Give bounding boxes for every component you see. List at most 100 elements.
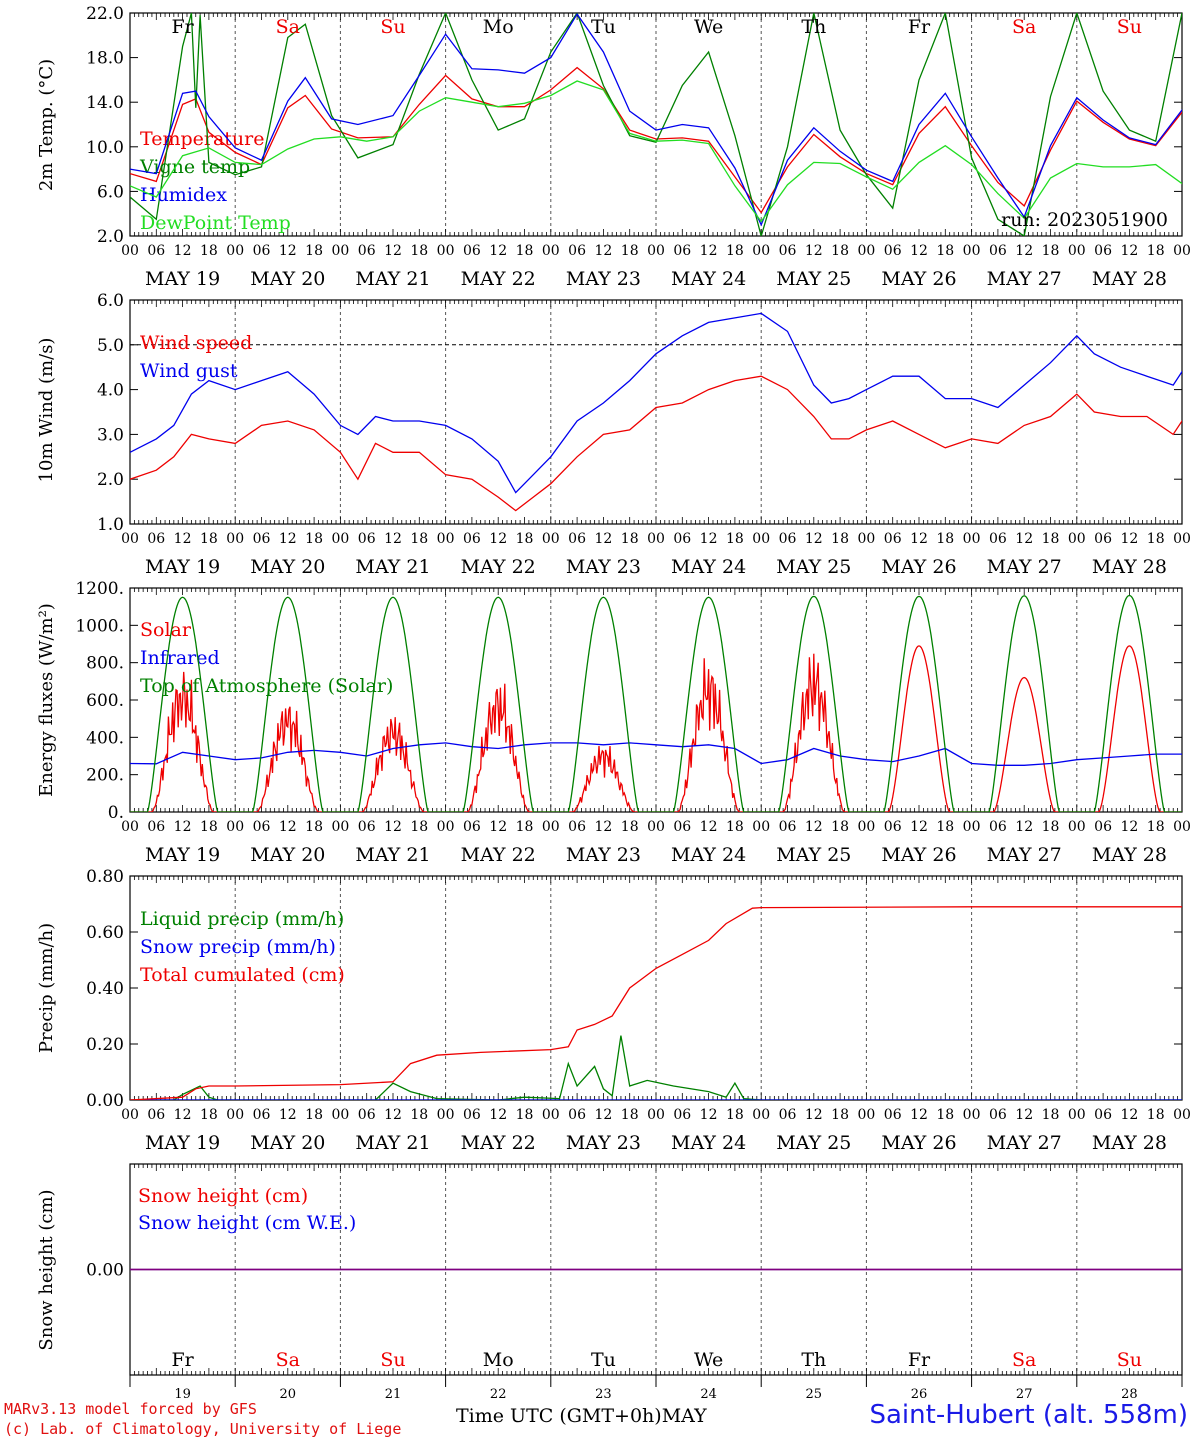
- weekday-label-bottom: Fr: [908, 1349, 931, 1371]
- hour-tick-label: 00: [1173, 243, 1191, 259]
- day-number-label: 20: [280, 1387, 297, 1402]
- hour-tick-label: 12: [594, 531, 612, 547]
- y-tick-label-wind: 5.0: [97, 336, 124, 356]
- y-axis-label-energy: Energy fluxes (W/m²): [36, 603, 57, 797]
- date-label: MAY 20: [250, 1132, 325, 1154]
- y-tick-label-temperature: 2.0: [97, 227, 124, 247]
- date-label: MAY 25: [776, 556, 851, 578]
- hour-tick-label: 06: [1094, 531, 1112, 547]
- hour-tick-label: 00: [542, 243, 560, 259]
- y-tick-label-energy: 400.: [86, 728, 124, 748]
- hour-tick-label: 06: [147, 1107, 165, 1123]
- y-tick-label-precip: 0.00: [86, 1091, 124, 1111]
- hour-tick-label: 06: [147, 531, 165, 547]
- hour-tick-label: 18: [936, 819, 954, 835]
- hour-tick-label: 06: [568, 531, 586, 547]
- hour-tick-label: 18: [516, 819, 534, 835]
- hour-tick-label: 18: [1147, 819, 1165, 835]
- hour-tick-label: 12: [384, 531, 402, 547]
- hour-tick-label: 12: [700, 243, 718, 259]
- date-label: MAY 28: [1092, 844, 1167, 866]
- run-annotation: run: 2023051900: [1001, 209, 1168, 231]
- hour-tick-label: 18: [936, 243, 954, 259]
- hour-tick-label: 06: [253, 243, 271, 259]
- hour-tick-label: 12: [700, 819, 718, 835]
- hour-tick-label: 12: [489, 243, 507, 259]
- weekday-label-bottom: Sa: [276, 1349, 300, 1371]
- hour-tick-label: 18: [1042, 1107, 1060, 1123]
- date-label: MAY 23: [566, 556, 641, 578]
- hour-tick-label: 12: [279, 243, 297, 259]
- hour-tick-label: 00: [226, 531, 244, 547]
- hour-tick-label: 00: [331, 1107, 349, 1123]
- y-axis-label-snow: Snow height (cm): [36, 1189, 57, 1350]
- hour-tick-label: 06: [463, 1107, 481, 1123]
- date-label: MAY 24: [671, 844, 746, 866]
- date-label: MAY 20: [250, 844, 325, 866]
- weekday-label-top: We: [694, 16, 723, 38]
- day-number-label: 22: [490, 1387, 507, 1402]
- hour-tick-label: 12: [1120, 243, 1138, 259]
- hour-tick-label: 12: [700, 1107, 718, 1123]
- hour-tick-label: 18: [410, 243, 428, 259]
- legend-entry-precip: Snow precip (mm/h): [140, 936, 336, 958]
- y-axis-label-temperature: 2m Temp. (°C): [36, 59, 57, 191]
- hour-tick-label: 12: [384, 1107, 402, 1123]
- legend-entry-temperature: Vigne temp: [139, 156, 250, 178]
- hour-tick-label: 12: [805, 1107, 823, 1123]
- legend-entry-temperature: Temperature: [140, 128, 264, 150]
- date-label: MAY 20: [250, 268, 325, 290]
- series-line-precip-0: [130, 1035, 1182, 1100]
- hour-tick-label: 18: [1042, 243, 1060, 259]
- hour-tick-label: 00: [647, 531, 665, 547]
- y-tick-label-precip: 0.60: [86, 923, 124, 943]
- legend-entry-energy: Infrared: [140, 647, 220, 669]
- y-tick-label-temperature: 14.0: [86, 93, 124, 113]
- hour-tick-label: 18: [936, 531, 954, 547]
- day-number-label: 27: [1016, 1387, 1033, 1402]
- hour-tick-label: 12: [1015, 819, 1033, 835]
- hour-tick-label: 00: [647, 1107, 665, 1123]
- panel-frame-temperature: [129, 12, 1183, 237]
- hour-tick-label: 12: [910, 1107, 928, 1123]
- hour-tick-label: 12: [1015, 531, 1033, 547]
- hour-tick-label: 18: [831, 243, 849, 259]
- hour-tick-label: 06: [358, 531, 376, 547]
- date-label: MAY 26: [881, 1132, 956, 1154]
- hour-tick-label: 18: [1042, 819, 1060, 835]
- y-tick-label-temperature: 10.0: [86, 138, 124, 158]
- hour-tick-label: 18: [516, 1107, 534, 1123]
- hour-tick-label: 18: [726, 243, 744, 259]
- y-tick-label-wind: 6.0: [97, 291, 124, 311]
- y-tick-label-wind: 1.0: [97, 515, 124, 535]
- model-credit-line: MARv3.13 model forced by GFS: [4, 1400, 257, 1418]
- legend-entry-snow: Snow height (cm W.E.): [138, 1212, 356, 1234]
- date-label: MAY 28: [1092, 556, 1167, 578]
- date-label: MAY 28: [1092, 1132, 1167, 1154]
- hour-tick-label: 00: [752, 819, 770, 835]
- hour-tick-label: 06: [884, 243, 902, 259]
- hour-tick-label: 00: [437, 1107, 455, 1123]
- hour-tick-label: 06: [147, 243, 165, 259]
- hour-tick-label: 18: [726, 819, 744, 835]
- hour-tick-label: 06: [884, 1107, 902, 1123]
- hour-tick-label: 06: [358, 819, 376, 835]
- date-label: MAY 27: [987, 556, 1062, 578]
- weekday-label-top: Sa: [276, 16, 300, 38]
- y-tick-label-snow: 0.00: [86, 1261, 124, 1281]
- weekday-label-bottom: Mo: [483, 1349, 514, 1371]
- hour-tick-label: 00: [963, 531, 981, 547]
- weekday-label-top: Fr: [171, 16, 194, 38]
- y-tick-label-precip: 0.80: [86, 867, 124, 887]
- date-label: MAY 25: [776, 844, 851, 866]
- hour-tick-label: 06: [779, 531, 797, 547]
- date-label: MAY 27: [987, 268, 1062, 290]
- hour-tick-label: 12: [594, 1107, 612, 1123]
- hour-tick-label: 18: [516, 531, 534, 547]
- hour-tick-label: 18: [305, 531, 323, 547]
- hour-tick-label: 18: [726, 1107, 744, 1123]
- date-label: MAY 24: [671, 556, 746, 578]
- hour-tick-label: 00: [963, 819, 981, 835]
- y-tick-label-wind: 4.0: [97, 381, 124, 401]
- legend-entry-snow: Snow height (cm): [138, 1185, 308, 1207]
